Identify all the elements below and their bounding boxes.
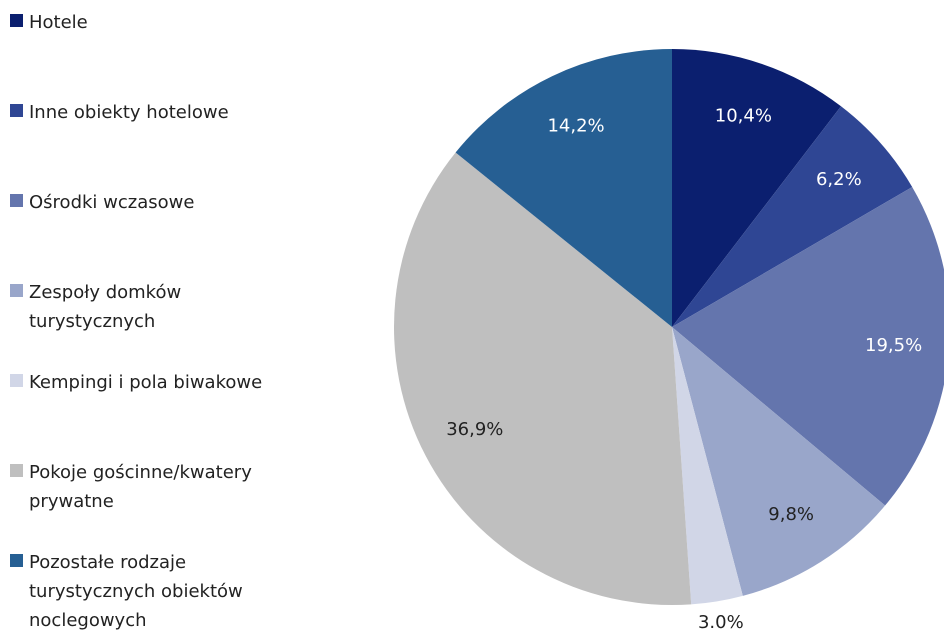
legend-swatch [10, 104, 23, 117]
legend-label: Ośrodki wczasowe [29, 192, 195, 213]
legend-swatch [10, 374, 23, 387]
pie-slice [393, 152, 692, 605]
data-label: 14,2% [547, 115, 604, 136]
legend-item: Kempingi i pola biwakowe [10, 368, 330, 397]
data-label: 6,2% [816, 169, 862, 190]
legend-item: Pozostałe rodzaje turystycznych obiektów… [10, 548, 330, 635]
legend-item: Hotele [10, 8, 330, 37]
legend-item: Ośrodki wczasowe [10, 188, 330, 217]
data-label: 9,8% [768, 504, 814, 525]
data-label: 10,4% [715, 105, 772, 126]
pie-slice [455, 49, 672, 327]
legend-item: Inne obiekty hotelowe [10, 98, 330, 127]
pie-slice [672, 327, 886, 596]
data-label: 3.0% [698, 612, 744, 633]
pie-slice [672, 49, 842, 327]
legend-item: Pokoje gościnne/kwatery prywatne [10, 458, 330, 516]
data-label: 19,5% [865, 335, 922, 356]
legend-label: Pozostałe rodzaje turystycznych obiektów… [29, 552, 243, 631]
legend-label: Pokoje gościnne/kwatery prywatne [29, 462, 252, 512]
pie-slice [672, 327, 743, 605]
legend-label: Inne obiekty hotelowe [29, 102, 229, 123]
legend-swatch [10, 194, 23, 207]
legend: Hotele Inne obiekty hotelowe Ośrodki wczas… [0, 0, 340, 633]
pie-slice [672, 106, 913, 328]
legend-label: Hotele [29, 12, 88, 33]
data-label: 36,9% [446, 419, 503, 440]
pie-slice [672, 186, 944, 506]
legend-swatch [10, 284, 23, 297]
legend-label: Kempingi i pola biwakowe [29, 372, 263, 393]
legend-swatch [10, 464, 23, 477]
legend-label: Zespoły domków turystycznych [29, 282, 182, 332]
legend-swatch [10, 554, 23, 567]
legend-item: Zespoły domków turystycznych [10, 278, 330, 336]
legend-swatch [10, 14, 23, 27]
